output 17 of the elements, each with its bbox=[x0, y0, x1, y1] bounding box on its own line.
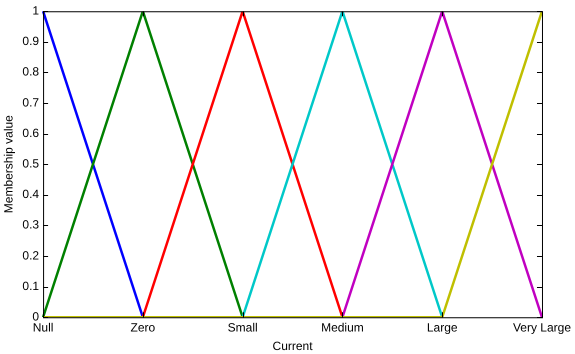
y-tick-label: 0.1 bbox=[22, 278, 40, 293]
y-tick-label: 0.9 bbox=[22, 34, 40, 48]
y-tick-label: 0.5 bbox=[22, 156, 40, 171]
x-tick-label: Very Large bbox=[512, 320, 572, 335]
x-tick-label: Large bbox=[426, 320, 458, 335]
y-tick-label: 0.3 bbox=[22, 218, 40, 232]
y-tick-label: 0.6 bbox=[22, 126, 40, 140]
x-tick-label: Small bbox=[228, 320, 258, 335]
y-tick-label: 0.8 bbox=[22, 64, 40, 79]
y-tick-label: 0.4 bbox=[22, 187, 40, 202]
y-axis-title: Membership value bbox=[2, 114, 16, 214]
y-tick-label: 1 bbox=[32, 4, 40, 18]
y-tick-label: 0.2 bbox=[22, 248, 40, 262]
y-tick-label: 0.7 bbox=[22, 95, 40, 110]
x-tick-label: Medium bbox=[321, 320, 364, 335]
x-axis-title: Current bbox=[272, 339, 314, 354]
x-tick-label: Zero bbox=[130, 320, 156, 335]
